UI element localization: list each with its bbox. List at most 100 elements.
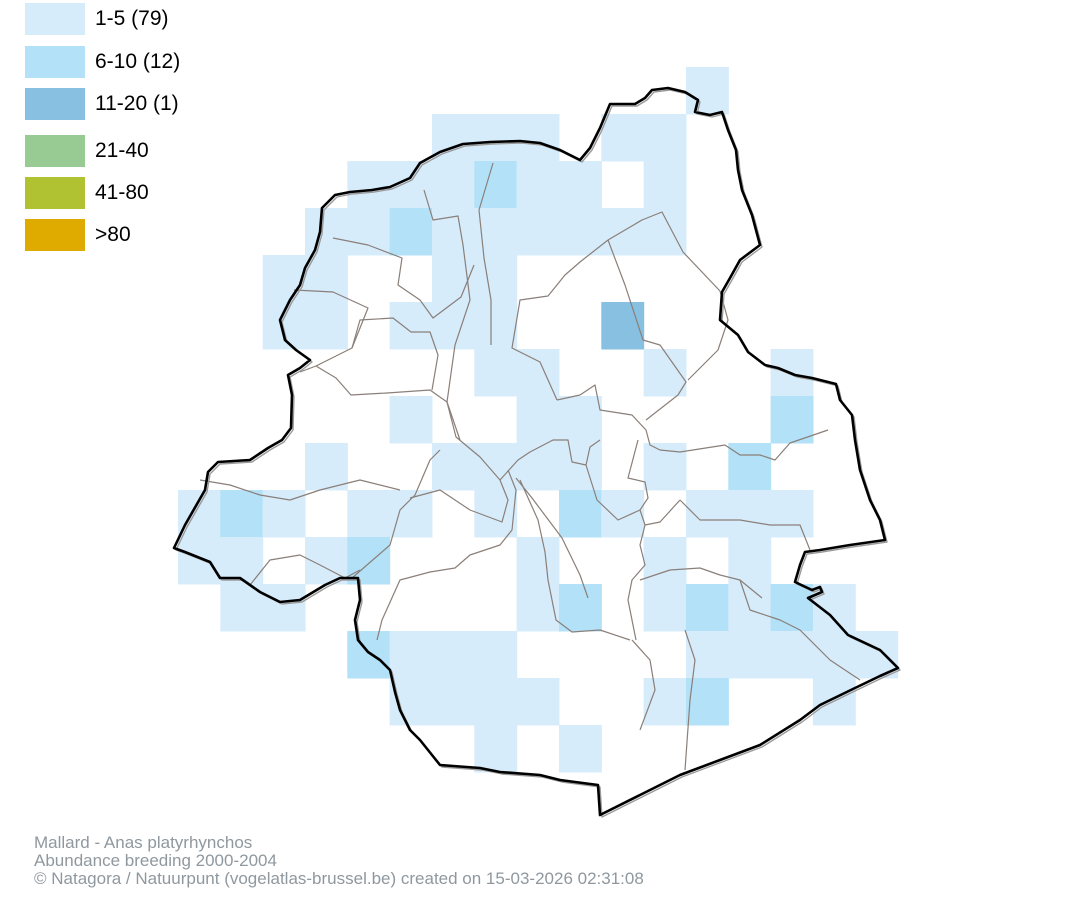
grid-cell [474,349,518,397]
commune-boundary [627,524,646,641]
legend-swatch [25,177,85,209]
commune-boundary [556,384,726,453]
grid-cell [770,584,814,632]
grid-cell [516,349,560,397]
species-name: Mallard - Anas platyrhynchos [34,833,253,852]
commune-boundary [315,365,461,441]
commune-boundary [249,554,361,586]
commune-boundary [409,479,509,523]
grid-cell [559,208,602,256]
legend-item-41-80: 41-80 [25,177,285,209]
grid-cell [432,678,475,726]
legend-item-over-80: >80 [25,219,285,251]
grid-cell [728,443,772,491]
grid-cell [643,114,687,162]
grid-cell [516,396,560,444]
legend-swatch [25,46,85,78]
commune-boundary [519,479,631,641]
commune-boundary [627,439,681,526]
legend-label: 11-20 (1) [95,92,179,115]
grid-cell [474,302,518,350]
grid-cell [516,208,560,256]
legend-item-21-40: 21-40 [25,135,285,167]
grid-cell [728,490,772,538]
grid-cell [516,584,560,632]
legend-swatch [25,219,85,251]
commune-boundary [607,239,687,421]
grid-cell [516,443,560,491]
legend-label: 6-10 (12) [95,50,181,73]
commune-boundary [607,211,721,292]
commune-boundary [351,449,441,579]
grid-cell [474,725,518,773]
grid-cell [559,396,602,444]
grid-cell [643,161,687,209]
map-subtitle: Abundance breeding 2000-2004 [34,851,277,870]
commune-boundary [332,237,475,319]
grid-cells [178,67,899,773]
grid-cell [686,584,729,632]
grid-cell [389,631,433,679]
grid-cell [559,490,602,538]
legend-label: 21-40 [95,139,149,162]
grid-cell [220,584,264,632]
map-caption: Mallard - Anas platyrhynchos Abundance b… [34,834,644,888]
commune-boundary [639,567,763,599]
grid-cell [559,161,602,209]
legend-swatch [25,135,85,167]
grid-cell [516,161,560,209]
abundance-map [172,67,901,818]
grid-cell [770,631,814,679]
grid-cell [220,490,264,538]
grid-cell [178,537,221,585]
commune-boundary [585,464,641,521]
grid-cell [601,114,645,162]
grid-cell [728,631,772,679]
grid-cell [812,631,856,679]
commune-boundary [687,290,729,381]
grid-cell [686,631,729,679]
grid-cell [262,255,306,303]
grid-cell [643,584,687,632]
grid-cell [432,114,475,162]
grid-cell [728,537,772,585]
grid-cell [432,208,475,256]
grid-cell [347,490,391,538]
grid-cell [347,208,391,256]
grid-cell [432,161,475,209]
legend-label: 41-80 [95,181,149,204]
commune-boundary [511,239,609,401]
grid-cell [601,490,645,538]
grid-cell [516,537,560,585]
grid-cell [474,114,518,162]
grid-cell [389,208,433,256]
grid-cell [643,208,687,256]
grid-cell [474,255,518,303]
copyright-line: © Natagora / Natuurpunt (vogelatlas-brus… [34,869,644,888]
grid-cell [389,302,433,350]
legend-item-6-10: 6-10 (12) [25,46,285,78]
commune-boundary [376,469,517,641]
grid-cell [305,443,348,491]
grid-cell [474,443,518,491]
grid-cell [559,443,602,491]
grid-cell [262,584,306,632]
grid-cell [474,631,518,679]
legend-item-1-5: 1-5 (79) [25,3,285,35]
commune-boundary [631,639,656,731]
grid-cell [389,396,433,444]
grid-cell [347,631,391,679]
grid-cell [559,584,602,632]
grid-cell [686,490,729,538]
grid-cell [432,631,475,679]
grid-cell [686,67,729,115]
grid-cell [643,537,687,585]
legend-item-11-20: 11-20 (1) [25,88,285,120]
grid-cell [432,443,475,491]
commune-boundary [478,162,494,345]
grid-cell [305,255,348,303]
commune-boundary [679,499,811,551]
grid-cell [770,396,814,444]
grid-cell [305,208,348,256]
grid-cell [474,161,518,209]
